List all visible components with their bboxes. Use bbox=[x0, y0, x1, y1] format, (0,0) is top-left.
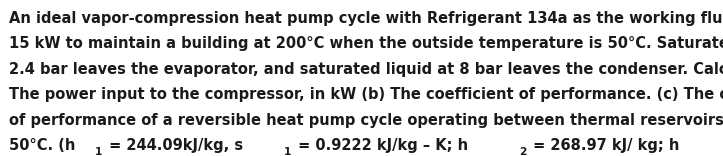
Text: 2.4 bar leaves the evaporator, and saturated liquid at 8 bar leaves the condense: 2.4 bar leaves the evaporator, and satur… bbox=[9, 62, 723, 77]
Text: = 268.97 kJ/ kg; h: = 268.97 kJ/ kg; h bbox=[529, 138, 680, 153]
Text: = 244.09kJ/kg, s: = 244.09kJ/kg, s bbox=[104, 138, 243, 153]
Text: 2: 2 bbox=[519, 147, 526, 156]
Text: 1: 1 bbox=[94, 147, 102, 156]
Text: = 0.9222 kJ/kg – K; h: = 0.9222 kJ/kg – K; h bbox=[293, 138, 468, 153]
Text: An ideal vapor-compression heat pump cycle with Refrigerant 134a as the working : An ideal vapor-compression heat pump cyc… bbox=[9, 11, 723, 26]
Text: 15 kW to maintain a building at 200°C when the outside temperature is 50°C. Satu: 15 kW to maintain a building at 200°C wh… bbox=[9, 36, 723, 51]
Text: 50°C. (h: 50°C. (h bbox=[9, 138, 75, 153]
Text: of performance of a reversible heat pump cycle operating between thermal reservo: of performance of a reversible heat pump… bbox=[9, 113, 723, 128]
Text: The power input to the compressor, in kW (b) The coefficient of performance. (c): The power input to the compressor, in kW… bbox=[9, 87, 723, 102]
Text: 1: 1 bbox=[283, 147, 291, 156]
